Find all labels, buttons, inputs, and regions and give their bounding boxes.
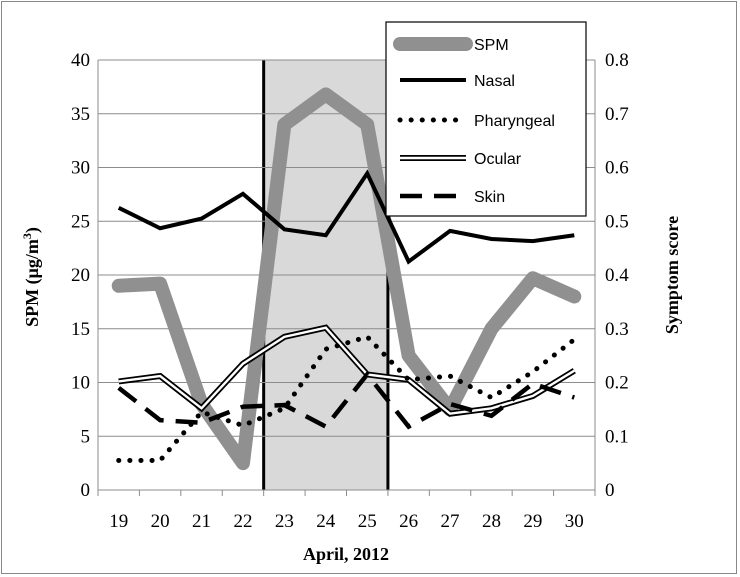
y-left-tick-label: 40 <box>71 50 90 71</box>
x-tick-label: 29 <box>523 511 542 532</box>
x-tick-label: 22 <box>233 511 252 532</box>
y-left-tick-label: 20 <box>71 265 90 286</box>
y-right-axis-title: Symptom score <box>662 216 682 334</box>
y-right-tick-label: 0.4 <box>605 265 629 286</box>
x-tick-label: 24 <box>316 511 336 532</box>
legend: SPM Nasal Pharyngeal Ocular Skin <box>385 21 587 217</box>
x-axis-title: April, 2012 <box>303 544 389 564</box>
y-left-tick-label: 35 <box>71 104 90 125</box>
y-right-tick-label: 0.3 <box>605 319 629 340</box>
legend-box <box>385 21 587 217</box>
series-spm <box>111 87 582 471</box>
y-right-tick-label: 0 <box>605 480 615 501</box>
x-tick-label: 25 <box>358 511 377 532</box>
legend-label-ocular: Ocular <box>474 151 522 168</box>
series-layer <box>111 87 582 471</box>
series-pharyngeal <box>116 333 577 463</box>
x-tick-label: 23 <box>275 511 294 532</box>
axes <box>97 60 596 496</box>
x-tick-label: 19 <box>109 511 128 532</box>
x-tick-label: 26 <box>399 511 418 532</box>
y-left-tick-label: 25 <box>71 211 90 232</box>
legend-label-nasal: Nasal <box>474 73 515 90</box>
legend-item-skin: Skin <box>400 189 505 206</box>
series-nasal <box>117 169 575 265</box>
series-skin <box>117 370 576 430</box>
legend-item-ocular: Ocular <box>400 151 522 168</box>
y-right-tick-label: 0.6 <box>605 158 629 179</box>
legend-item-pharyngeal: Pharyngeal <box>397 113 555 130</box>
y-right-tick-label: 0.1 <box>605 426 629 447</box>
legend-item-nasal: Nasal <box>400 73 515 90</box>
x-tick-label: 27 <box>441 511 460 532</box>
x-tick-label: 21 <box>192 511 211 532</box>
y-left-tick-label: 15 <box>71 319 90 340</box>
y-right-tick-label: 0.7 <box>605 104 629 125</box>
y-right-tick-label: 0.5 <box>605 211 629 232</box>
y-left-tick-label: 10 <box>71 373 90 394</box>
legend-item-spm: SPM <box>393 37 509 54</box>
legend-label-spm: SPM <box>474 37 509 54</box>
series-ocular <box>118 324 576 417</box>
legend-label-pharyngeal: Pharyngeal <box>474 113 555 130</box>
legend-label-skin: Skin <box>474 189 505 206</box>
y-left-tick-label: 0 <box>81 480 91 501</box>
y-left-tick-label: 5 <box>81 426 91 447</box>
y-right-tick-label: 0.2 <box>605 373 629 394</box>
y-right-tick-label: 0.8 <box>605 50 629 71</box>
y-left-tick-label: 30 <box>71 158 90 179</box>
y-left-axis-title: SPM (μg/m3) <box>20 227 43 327</box>
x-tick-label: 30 <box>565 511 584 532</box>
x-tick-label: 28 <box>482 511 501 532</box>
tick-labels: 0 5 10 15 20 25 30 35 40 0 0.1 0.2 0.3 0.4 0.5 0.6 0.7 0.… <box>71 50 629 532</box>
x-tick-label: 20 <box>151 511 170 532</box>
